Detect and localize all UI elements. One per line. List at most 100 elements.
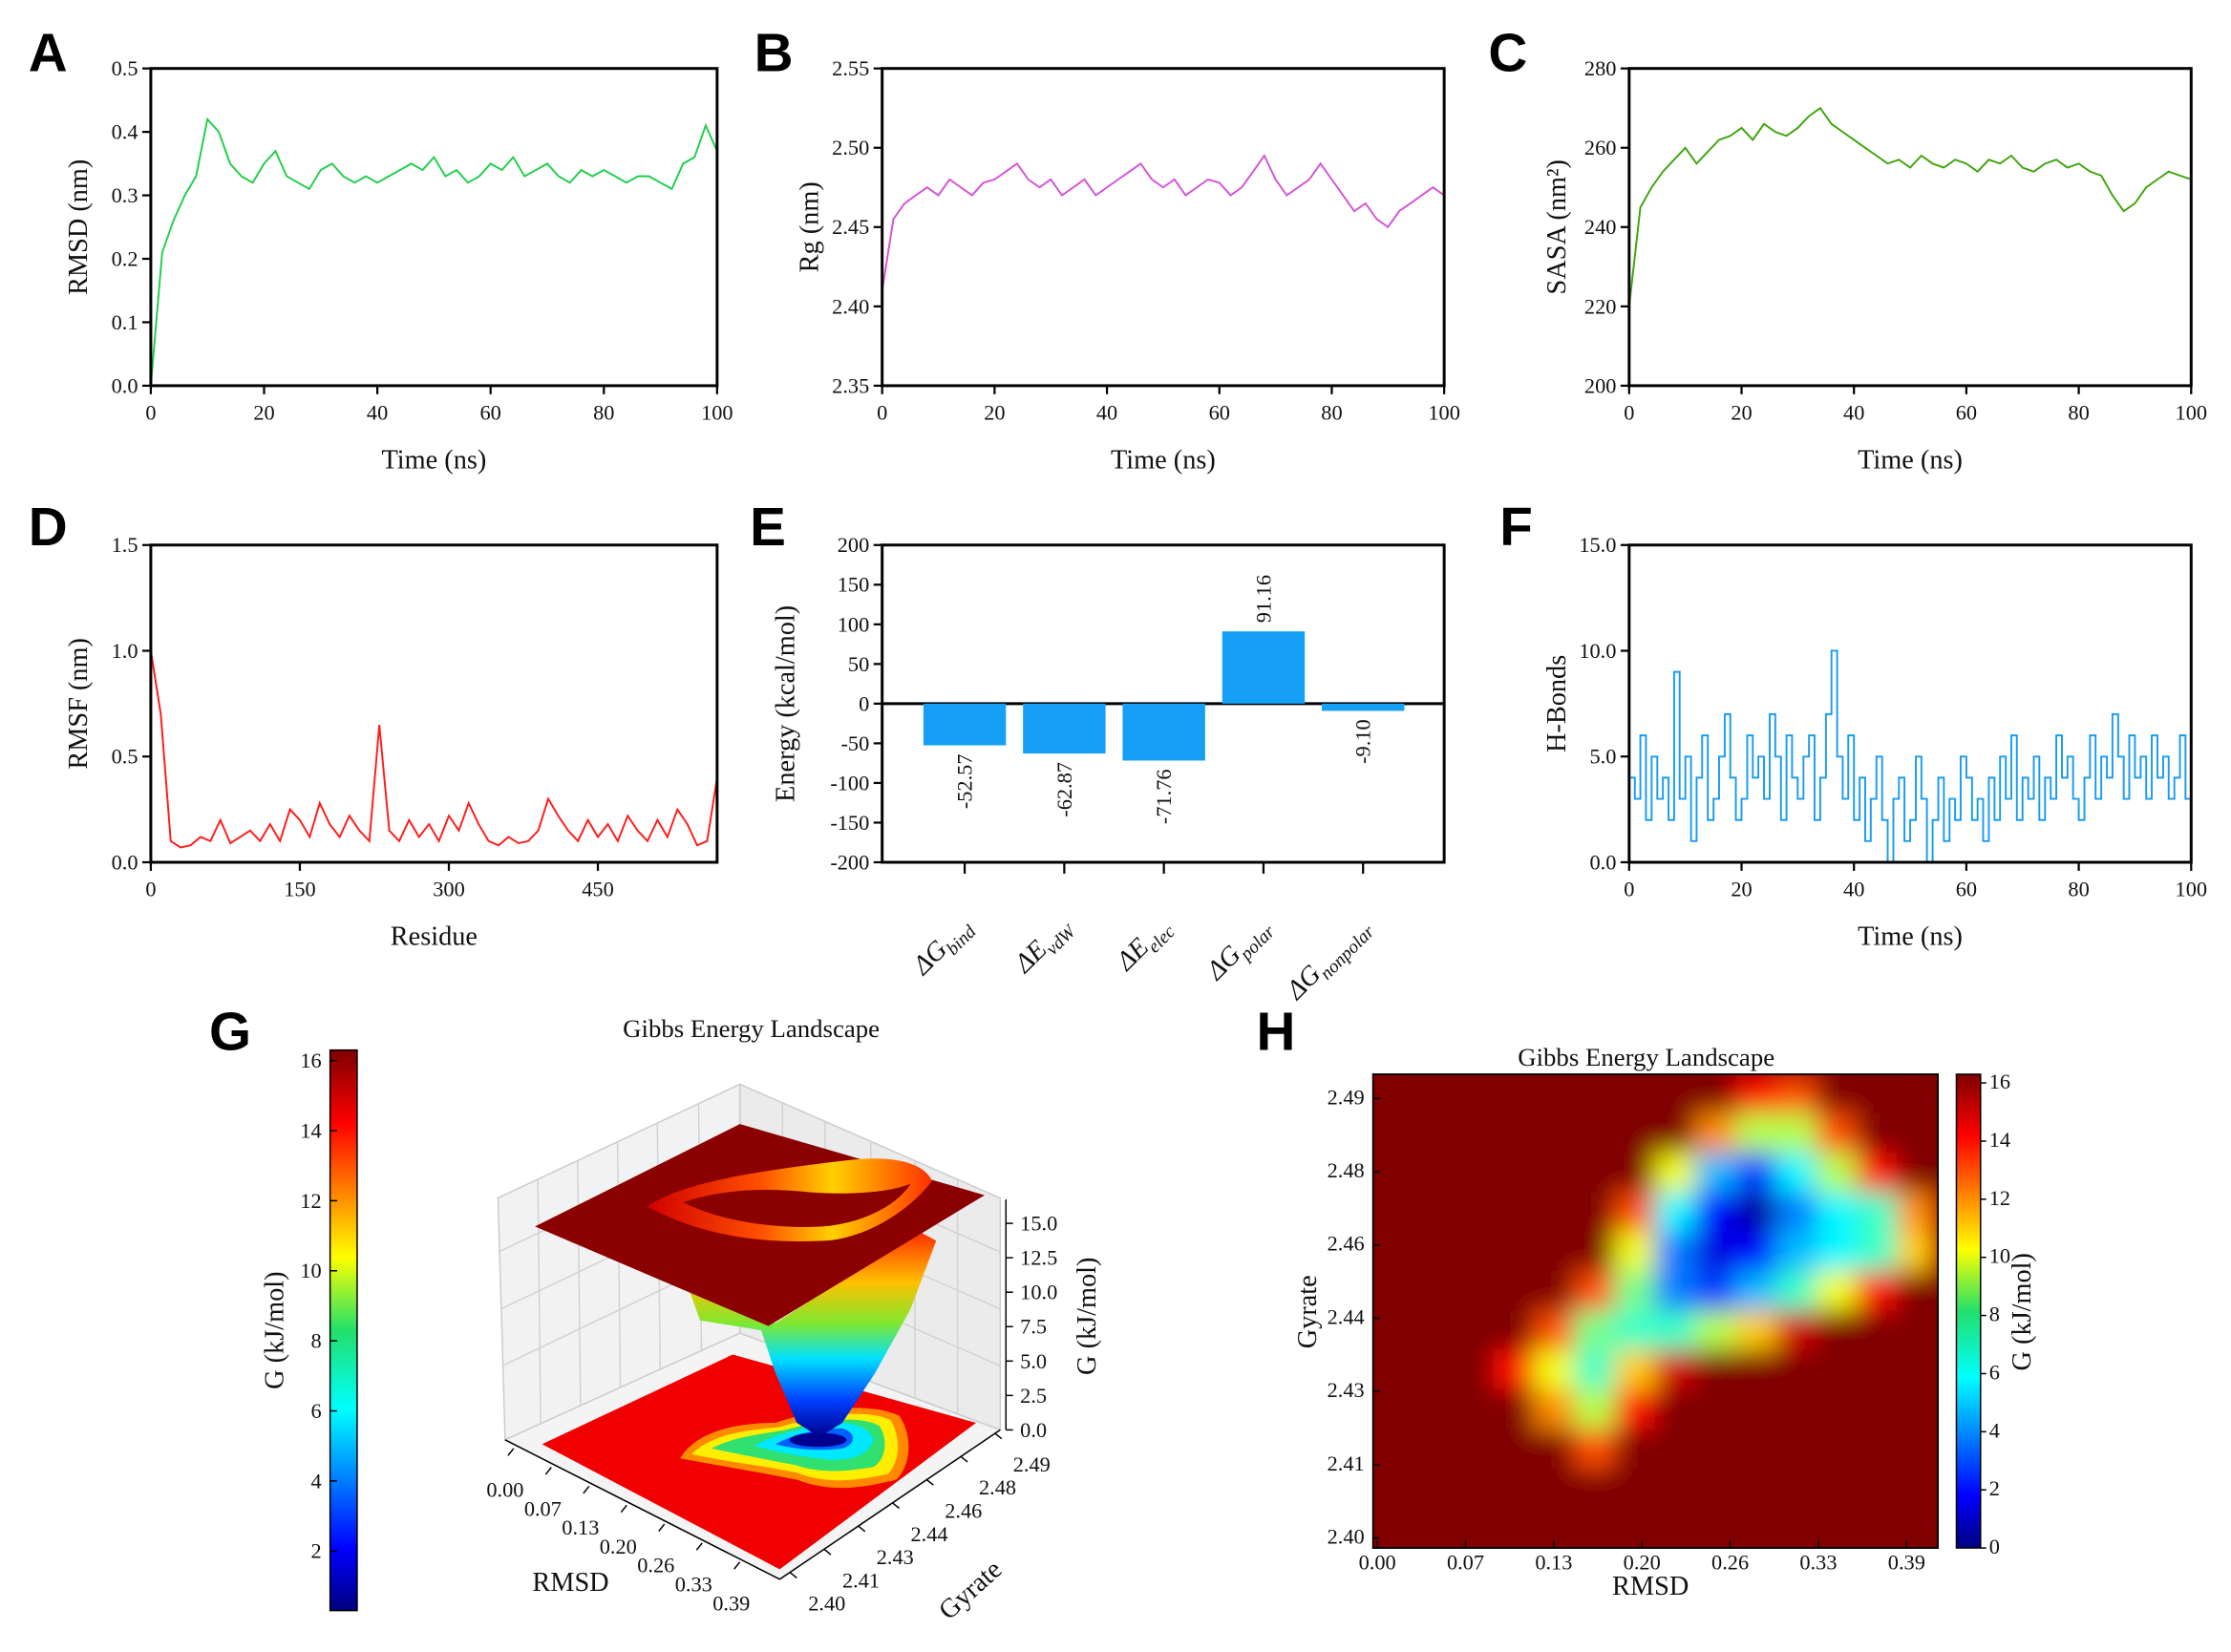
y-tick-label: -100 [830,771,869,794]
y-tick-label: 200 [1584,373,1617,397]
rmsd-tick-label: 0.33 [675,1573,712,1597]
heatmap-cell [1816,1388,1859,1430]
y-tick-label: 2.40 [1328,1525,1365,1549]
panel-letter-h: H [1256,1002,1295,1062]
colorbar-h-label: G (kJ/mol) [2008,1253,2037,1370]
gyrate-tick-label: 2.41 [842,1568,880,1592]
heatmap-cell [1533,1192,1576,1234]
y-tick-label: 2.40 [832,294,869,318]
heatmap-cell [1453,1231,1496,1273]
x-tick-label: 20 [1731,401,1752,425]
y-axis-label-d: RMSF (nm) [64,638,94,770]
heatmap-cell [1775,1073,1818,1115]
y-tick-label: 2.46 [1328,1232,1365,1256]
rmsd-tick-label: 0.13 [562,1515,599,1539]
x-tick-label: 80 [2068,878,2089,901]
heatmap-cell [1493,1270,1536,1312]
heatmap-cell [1856,1468,1899,1510]
heatmap-cell [1856,1152,1899,1194]
heatmap-cell [1493,1388,1536,1430]
y-tick-label: 0.4 [112,120,138,144]
bar-value-label: 91.16 [1251,575,1275,623]
heatmap-cell [1372,1429,1414,1471]
colorbar-tick-label: 8 [311,1329,322,1353]
rmsd-tick-mark [658,1523,666,1532]
heatmap-cell [1694,1231,1737,1273]
y-axis-label-f: H-Bonds [1542,655,1572,752]
heatmap-cell [1694,1192,1737,1234]
heatmap-cell [1816,1270,1859,1312]
z-tick-label: 10.0 [1020,1281,1057,1304]
heatmap-cell [1413,1192,1455,1234]
chart-title-h: Gibbs Energy Landscape [1518,1043,1774,1071]
rmsd-tick-label: 0.07 [524,1496,562,1520]
heatmap-cell [1453,1192,1496,1234]
contour-level-min [789,1432,847,1448]
colorbar-tick-label: 0 [1989,1535,2000,1558]
x-tick-label: 0.00 [1359,1550,1396,1574]
x-axis-label-b: Time (ns) [1111,445,1216,475]
heatmap-cell [1735,1112,1777,1154]
heatmap-cell [1897,1468,1939,1510]
x-tick-label: 40 [1843,878,1864,901]
panel-letter-c: C [1488,23,1527,83]
heatmap-cell [1372,1507,1414,1549]
heatmap-cell [1574,1429,1616,1471]
panel-letter-g: G [209,1002,251,1062]
heatmap-cell [1614,1310,1657,1352]
colorbar-g-ticks: 2 4 6 8 10 12 14 16 [300,1048,338,1563]
heatmap-cell [1897,1507,1939,1549]
heatmap-cell [1453,1112,1496,1154]
category-label-dg-polar: ΔGpolar [1200,911,1280,990]
heatmap-cell [1694,1349,1737,1391]
heatmap-cell [1735,1270,1777,1312]
category-label-de-elec: ΔEelec [1110,911,1179,981]
heatmap-cell [1413,1388,1455,1430]
x-tick-label: 40 [367,401,388,425]
heatmap-cell [1533,1429,1576,1471]
rmsd-tick-mark [544,1467,552,1475]
heatmap-cell [1856,1507,1899,1549]
heatmap-cell [1694,1152,1737,1194]
y-tick-label: 0.0 [112,373,138,397]
x-tick-label: 100 [701,401,733,425]
y-tick-label: 2.35 [832,373,869,397]
heatmap-cell [1856,1349,1899,1391]
heatmap-cell [1453,1310,1496,1352]
colorbar-tick-label: 16 [300,1048,321,1072]
colorbar-tick-label: 4 [1989,1418,2000,1442]
heatmap-cell [1453,1429,1496,1471]
y-tick-label: 0.3 [112,183,138,207]
heatmap-cell [1453,1270,1496,1312]
colorbar-tick-label: 10 [1989,1244,2010,1268]
heatmap-cell [1735,1429,1777,1471]
x-tick-label: 60 [1956,878,1977,901]
heatmap-cell [1897,1152,1939,1194]
heatmap-cell [1574,1310,1616,1352]
heatmap-cell [1413,1429,1455,1471]
heatmap-cell [1654,1112,1697,1154]
y-tick-label: 2.41 [1328,1451,1365,1475]
heatmap-cell [1372,1112,1414,1154]
y-tick-label: 260 [1584,136,1617,159]
heatmap-cell [1574,1231,1616,1273]
gyrate-tick-mark [993,1432,1003,1440]
heatmap-cell [1574,1388,1616,1430]
z-tick-label: 0.0 [1020,1418,1047,1442]
gyrate-tick-label: 2.43 [877,1545,914,1569]
bar-3 [1222,631,1306,704]
heatmap-cell [1453,1468,1496,1510]
x-axis-label-d: Residue [391,921,478,951]
heatmap-cell [1735,1507,1777,1549]
panel-g-3d-surface: Gibbs Energy Landscape 2 4 6 8 10 12 14 16 G (k… [260,1014,1102,1625]
heatmap-cell [1493,1112,1536,1154]
bar-value-label: -9.10 [1351,719,1375,764]
bar-2 [1122,703,1205,761]
heatmap-cell [1775,1270,1818,1312]
heatmap-cell [1413,1468,1455,1510]
heatmap-cell [1775,1349,1818,1391]
x-axis-g [504,1439,780,1580]
colorbar-g-label: G (kJ/mol) [260,1271,289,1388]
heatmap-cell [1372,1231,1414,1273]
heatmap-cell [1493,1429,1536,1471]
